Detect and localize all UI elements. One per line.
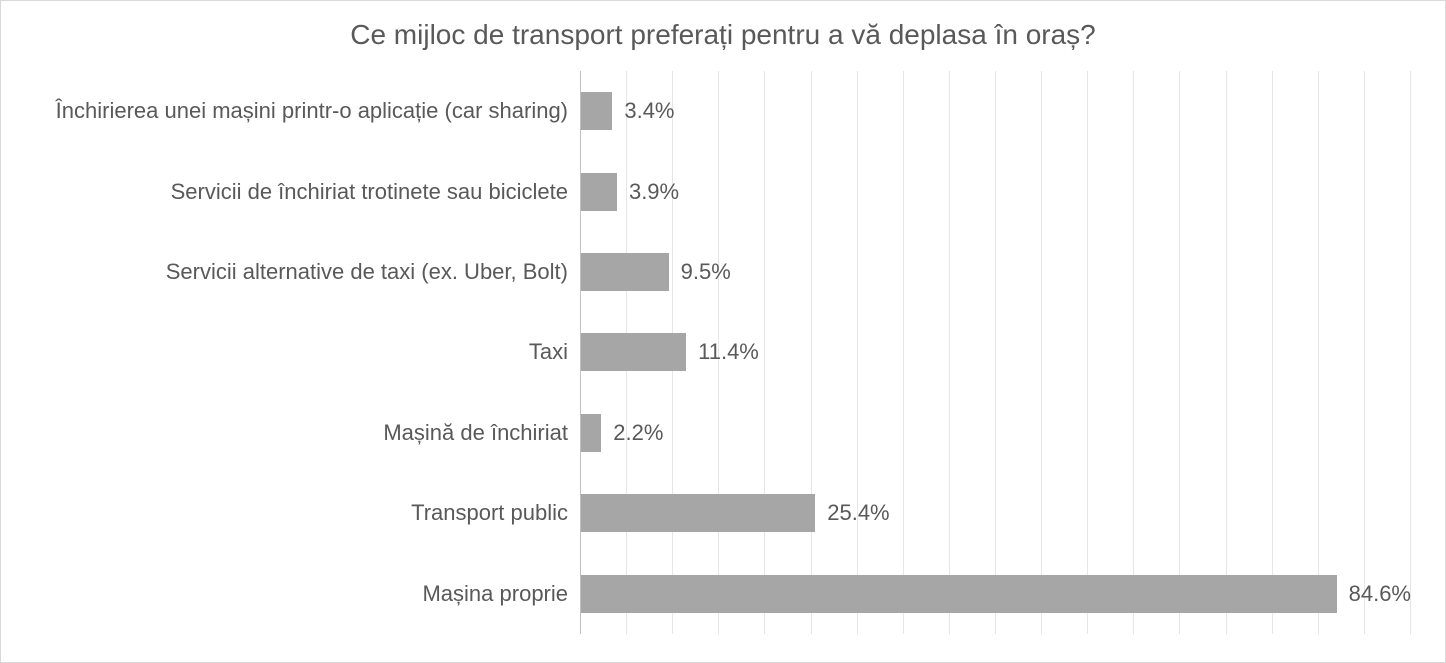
bar <box>581 575 1337 613</box>
bar <box>581 333 686 371</box>
chart-container: Ce mijloc de transport preferați pentru … <box>0 0 1446 663</box>
bar-row: 3.4% <box>581 92 1411 130</box>
bar-row: 11.4% <box>581 333 1411 371</box>
category-label: Mașină de închiriat <box>35 420 568 446</box>
bars-region: 3.4% 3.9% 9.5% 11.4% 2.2% <box>580 71 1411 634</box>
y-axis-labels: Închirierea unei mașini printr-o aplicaț… <box>35 71 580 634</box>
category-label: Închirierea unei mașini printr-o aplicaț… <box>35 98 568 124</box>
plot-area: Închirierea unei mașini printr-o aplicaț… <box>35 71 1411 634</box>
category-label: Servicii de închiriat trotinete sau bici… <box>35 179 568 205</box>
category-label: Servicii alternative de taxi (ex. Uber, … <box>35 259 568 285</box>
chart-title: Ce mijloc de transport preferați pentru … <box>1 1 1445 61</box>
bar-row: 2.2% <box>581 414 1411 452</box>
category-label: Transport public <box>35 500 568 526</box>
bar-row: 3.9% <box>581 173 1411 211</box>
bar-row: 25.4% <box>581 494 1411 532</box>
category-label: Taxi <box>35 339 568 365</box>
bar-value-label: 25.4% <box>815 500 889 526</box>
bar-row: 9.5% <box>581 253 1411 291</box>
bars: 3.4% 3.9% 9.5% 11.4% 2.2% <box>581 71 1411 634</box>
bar <box>581 414 601 452</box>
category-label: Mașina proprie <box>35 581 568 607</box>
bar <box>581 253 669 291</box>
bar-value-label: 3.4% <box>612 98 674 124</box>
bar-value-label: 84.6% <box>1337 581 1411 607</box>
bar-value-label: 11.4% <box>686 339 759 365</box>
bar-row: 84.6% <box>581 575 1411 613</box>
bar-value-label: 2.2% <box>601 420 663 446</box>
bar-value-label: 3.9% <box>617 179 679 205</box>
bar <box>581 92 612 130</box>
bar-value-label: 9.5% <box>669 259 731 285</box>
bar <box>581 173 617 211</box>
bar <box>581 494 815 532</box>
